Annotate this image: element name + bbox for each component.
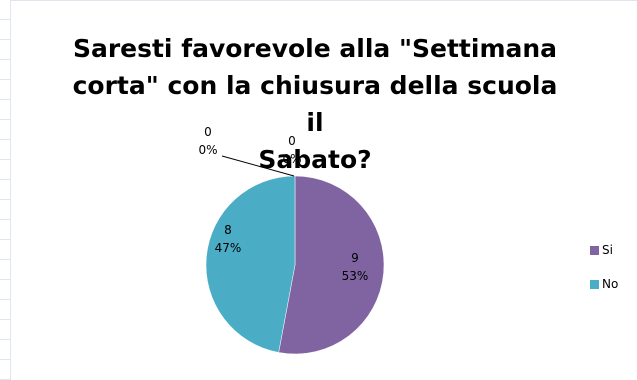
chart-title-line-1: Saresti favorevole alla "Settimana bbox=[72, 34, 558, 63]
sheet-row-gridlines bbox=[0, 0, 10, 380]
data-label-percent-no: 47% bbox=[215, 241, 242, 255]
sheet-top-border bbox=[0, 0, 637, 1]
sheet-column-gridline bbox=[10, 0, 11, 380]
chart-title-line-2: corta" con la chiusura della scuola il bbox=[72, 71, 558, 137]
data-label-value-zero-2: 0 bbox=[288, 134, 296, 148]
leader-line-zero-3 bbox=[221, 155, 295, 177]
chart-title-line-3: Sabato? bbox=[258, 145, 372, 174]
data-label-value-si: 9 bbox=[351, 251, 359, 265]
legend-item-no: No bbox=[590, 277, 618, 291]
data-label-percent-zero-3: 0% bbox=[198, 143, 217, 157]
legend-swatch-no bbox=[590, 279, 599, 289]
data-label-percent-si: 53% bbox=[342, 269, 369, 283]
chart-title: Saresti favorevole alla "Settimana corta… bbox=[60, 30, 570, 178]
data-label-percent-zero-2: 0% bbox=[282, 152, 301, 166]
data-label-value-no: 8 bbox=[224, 223, 232, 237]
legend-swatch-si bbox=[590, 245, 599, 255]
pie-slice-si[interactable] bbox=[278, 175, 385, 355]
legend-label-si: Si bbox=[602, 243, 613, 257]
data-label-value-zero-3: 0 bbox=[204, 125, 212, 139]
legend-item-si: Si bbox=[590, 243, 618, 257]
legend-label-no: No bbox=[602, 277, 619, 291]
chart-legend: Si No bbox=[590, 243, 618, 311]
pie-slice-no[interactable] bbox=[205, 175, 296, 353]
